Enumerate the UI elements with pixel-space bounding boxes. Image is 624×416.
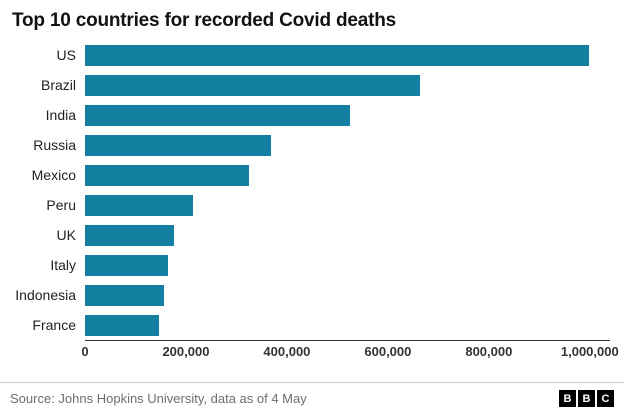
category-label: Peru	[46, 197, 76, 213]
bar-track	[85, 314, 610, 336]
bar	[85, 194, 193, 216]
footer: Source: Johns Hopkins University, data a…	[0, 382, 624, 416]
chart-row: UK	[0, 220, 610, 250]
x-tick-label: 0	[81, 344, 89, 359]
chart-row: Russia	[0, 130, 610, 160]
x-axis-line	[85, 340, 610, 341]
chart-row: Mexico	[0, 160, 610, 190]
bar	[85, 314, 159, 336]
category-label: Indonesia	[15, 287, 76, 303]
category-label: France	[32, 317, 76, 333]
bar-chart: US Brazil India Russia Mexico Peru UK Italy Indo…	[0, 36, 624, 366]
bar	[85, 74, 420, 96]
category-label: India	[45, 107, 76, 123]
x-tick-label: 1,000,000	[560, 344, 619, 359]
bar-track	[85, 224, 610, 246]
chart-row: Peru	[0, 190, 610, 220]
chart-row: US	[0, 40, 610, 70]
category-label: Brazil	[40, 77, 76, 93]
x-tick-label: 200,000	[162, 344, 210, 359]
bbc-logo-letter: B	[559, 390, 576, 407]
bbc-logo-letter: B	[578, 390, 595, 407]
chart-row: France	[0, 310, 610, 340]
bar-track	[85, 254, 610, 276]
source-text: Source: Johns Hopkins University, data a…	[10, 391, 307, 406]
bar-track	[85, 74, 610, 96]
bar	[85, 254, 168, 276]
chart-row: Brazil	[0, 70, 610, 100]
chart-row: India	[0, 100, 610, 130]
bar	[85, 284, 164, 306]
x-tick-label: 600,000	[364, 344, 412, 359]
chart-title: Top 10 countries for recorded Covid deat…	[12, 10, 396, 31]
bar-track	[85, 284, 610, 306]
bar-rows: US Brazil India Russia Mexico Peru UK Italy Indo…	[0, 40, 610, 340]
bar-track	[85, 104, 610, 126]
bar-track	[85, 194, 610, 216]
category-label: US	[56, 47, 76, 63]
x-tick-label: 400,000	[263, 344, 311, 359]
bar	[85, 44, 590, 66]
bar-track	[85, 134, 610, 156]
category-label: Italy	[50, 257, 76, 273]
bbc-logo-letter: C	[597, 390, 614, 407]
bar	[85, 134, 272, 156]
category-label: Mexico	[31, 167, 76, 183]
bar-track	[85, 164, 610, 186]
bar	[85, 164, 249, 186]
x-tick-label: 800,000	[465, 344, 513, 359]
bar	[85, 224, 174, 246]
category-label: Russia	[33, 137, 76, 153]
category-label: UK	[56, 227, 76, 243]
bar-track	[85, 44, 610, 66]
chart-row: Indonesia	[0, 280, 610, 310]
x-axis-ticks: 0 200,000 400,000 600,000 800,000 1,000,000	[81, 344, 618, 366]
chart-row: Italy	[0, 250, 610, 280]
bar	[85, 104, 350, 126]
